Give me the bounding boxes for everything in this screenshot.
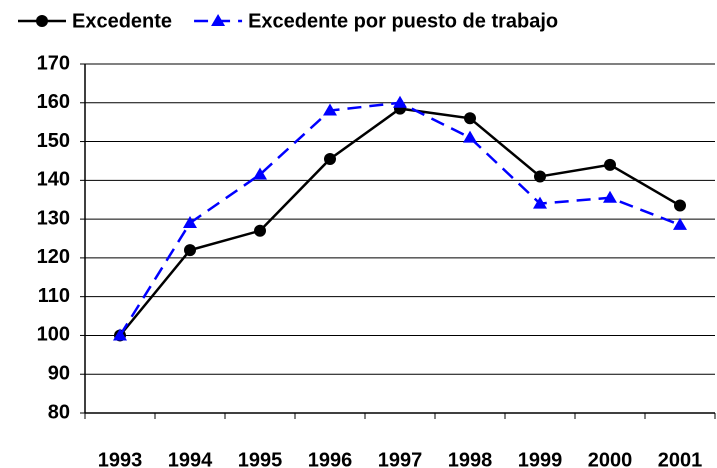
data-point	[603, 190, 617, 203]
legend-marker	[36, 15, 48, 27]
x-tick-label: 1999	[518, 449, 563, 468]
series-line	[119, 107, 681, 337]
y-tick-label: 170	[37, 52, 70, 74]
data-point	[183, 215, 197, 228]
data-point	[184, 244, 196, 257]
legend-label: Excedente	[72, 10, 172, 32]
y-tick-label: 100	[37, 324, 70, 346]
legend-marker	[211, 14, 226, 26]
x-tick-label: 1997	[378, 449, 423, 468]
y-tick-label: 130	[37, 207, 70, 229]
y-tick-label: 120	[37, 246, 70, 268]
x-tick-label: 1993	[98, 449, 143, 468]
y-tick-label: 140	[37, 169, 70, 191]
x-tick-label: 1998	[448, 449, 493, 468]
y-tick-label: 150	[37, 130, 70, 152]
x-tick-label: 1996	[308, 449, 353, 468]
data-point	[464, 112, 476, 125]
x-tick-label: 1995	[238, 449, 283, 468]
x-tick-label: 1994	[168, 449, 213, 468]
data-point	[323, 103, 337, 116]
data-point	[604, 158, 616, 171]
data-point	[254, 224, 266, 237]
y-tick-label: 110	[38, 285, 70, 307]
data-point	[533, 196, 547, 209]
data-point	[393, 95, 407, 108]
data-point	[253, 167, 267, 180]
x-tick-label: 2001	[658, 449, 703, 468]
data-point	[463, 130, 477, 143]
legend-label: Excedente por puesto de trabajo	[248, 10, 558, 32]
y-tick-label: 90	[48, 363, 70, 385]
data-point	[324, 153, 336, 166]
data-point	[534, 170, 546, 183]
y-tick-label: 160	[37, 91, 70, 113]
data-point	[113, 328, 127, 341]
data-point	[673, 217, 687, 230]
data-point	[674, 199, 686, 212]
y-tick-label: 80	[48, 401, 70, 423]
x-tick-label: 2000	[588, 449, 633, 468]
